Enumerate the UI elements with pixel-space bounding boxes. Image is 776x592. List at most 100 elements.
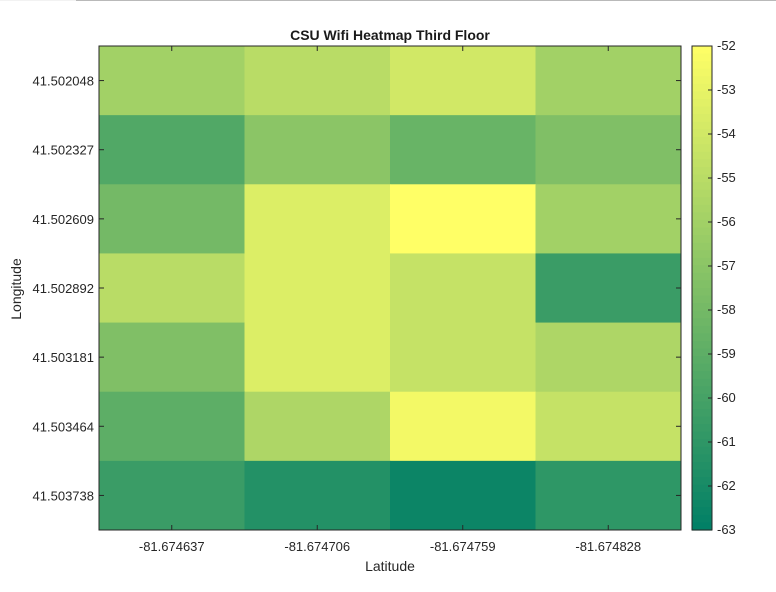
colorbar-swatch <box>692 348 712 357</box>
colorbar-swatch <box>692 363 712 372</box>
colorbar-swatch <box>692 114 712 123</box>
window-top-edge-left <box>0 0 76 1</box>
colorbar-tick-label: -54 <box>717 126 736 141</box>
colorbar-swatch <box>692 333 712 342</box>
heatmap-cell <box>99 322 245 393</box>
heatmap-cell <box>244 322 391 393</box>
colorbar-swatch <box>692 310 712 319</box>
colorbar-swatch <box>692 424 712 433</box>
x-tick-label: -81.674706 <box>284 539 350 554</box>
colorbar-tick-label: -59 <box>717 346 736 361</box>
heatmap-cell <box>99 184 245 254</box>
heatmap-cell <box>244 460 391 531</box>
colorbar-swatch <box>692 219 712 229</box>
colorbar-swatch <box>692 151 712 161</box>
colorbar-tick-label: -52 <box>717 38 736 53</box>
heatmap-cell <box>390 115 536 185</box>
colorbar-swatch <box>692 288 712 297</box>
heatmap-cell <box>390 322 536 393</box>
colorbar-swatch <box>692 106 712 115</box>
colorbar-swatch <box>692 83 712 92</box>
colorbar-swatch <box>692 167 712 176</box>
heatmap-cell <box>99 460 245 531</box>
heatmap-cell <box>390 46 536 116</box>
heatmap-cell <box>535 460 682 531</box>
colorbar-swatch <box>692 159 712 168</box>
heatmap-cell <box>390 460 536 531</box>
colorbar-swatch <box>692 295 712 304</box>
y-tick-label: 41.503738 <box>33 488 94 503</box>
colorbar-swatch <box>692 409 712 418</box>
x-tick-label: -81.674759 <box>430 539 496 554</box>
colorbar-swatch <box>692 318 712 327</box>
colorbar-swatch <box>692 91 712 100</box>
colorbar-swatch <box>692 492 712 501</box>
colorbar-swatch <box>692 522 712 531</box>
colorbar-swatch <box>692 204 712 213</box>
colorbar-tick-label: -57 <box>717 258 736 273</box>
colorbar-tick-label: -60 <box>717 390 736 405</box>
heatmap-cell <box>535 46 682 116</box>
heatmap-cell <box>390 391 536 462</box>
colorbar-swatch <box>692 431 712 440</box>
y-tick-label: 41.502609 <box>33 212 94 227</box>
colorbar-tick-label: -58 <box>717 302 736 317</box>
colorbar-swatch <box>692 514 712 524</box>
colorbar-swatch <box>692 439 712 448</box>
colorbar-swatch <box>692 53 712 62</box>
y-tick-label: 41.502327 <box>33 143 94 158</box>
colorbar-swatch <box>692 272 712 282</box>
heatmap-cell <box>99 115 245 185</box>
colorbar-swatch <box>692 454 712 463</box>
heatmap-cell <box>244 253 391 324</box>
colorbar-swatch <box>692 265 712 274</box>
y-tick-label: 41.503181 <box>33 350 94 365</box>
x-axis-ticks: -81.674637 -81.674706 -81.674759 -81.674828 <box>139 46 641 554</box>
heatmap-cell <box>535 253 682 324</box>
colorbar-swatch <box>692 507 712 516</box>
heatmap-cell <box>390 253 536 324</box>
heatmap-cells <box>99 46 682 531</box>
y-tick-label: 41.502892 <box>33 281 94 296</box>
colorbar-swatch <box>692 469 712 478</box>
x-tick-label: -81.674637 <box>139 539 205 554</box>
heatmap-cell <box>99 46 245 116</box>
heatmap-cell <box>535 115 682 185</box>
colorbar-swatch <box>692 280 712 289</box>
colorbar-swatch <box>692 182 712 191</box>
y-tick-label: 41.502048 <box>33 74 94 89</box>
heatmap-cell <box>535 184 682 254</box>
colorbar-swatch <box>692 484 712 493</box>
colorbar-swatch <box>692 446 712 455</box>
window-top-edge <box>0 0 776 1</box>
colorbar-swatch <box>692 129 712 138</box>
colorbar-swatch <box>692 401 712 410</box>
colorbar: -52 -53 -54 -55 -56 -57 -58 -59 -60 -61 -62 -63 <box>691 38 736 537</box>
colorbar-swatch <box>692 250 712 259</box>
colorbar-swatch <box>692 257 712 266</box>
heatmap-cell <box>99 253 245 324</box>
colorbar-swatch <box>692 227 712 236</box>
colorbar-swatch <box>692 235 712 244</box>
colorbar-tick-label: -55 <box>717 170 736 185</box>
colorbar-swatch <box>692 499 712 508</box>
colorbar-swatch <box>692 356 712 365</box>
colorbar-swatch <box>692 303 712 312</box>
heatmap-cell <box>244 391 391 462</box>
colorbar-tick-label: -63 <box>717 522 736 537</box>
colorbar-tick-label: -56 <box>717 214 736 229</box>
colorbar-swatch <box>692 386 712 395</box>
colorbar-swatch <box>692 461 712 471</box>
colorbar-swatch <box>692 189 712 198</box>
colorbar-frame <box>691 45 713 531</box>
heatmap-cell <box>244 46 391 116</box>
window-top-edge-right <box>76 0 776 1</box>
heatmap-cell <box>244 184 391 254</box>
heatmap-cell <box>390 184 536 254</box>
x-tick-label: -81.674828 <box>575 539 641 554</box>
colorbar-swatch <box>692 212 712 221</box>
chart-title: CSU Wifi Heatmap Third Floor <box>290 27 490 43</box>
colorbar-swatch <box>692 136 712 145</box>
colorbar-swatch <box>692 68 712 77</box>
